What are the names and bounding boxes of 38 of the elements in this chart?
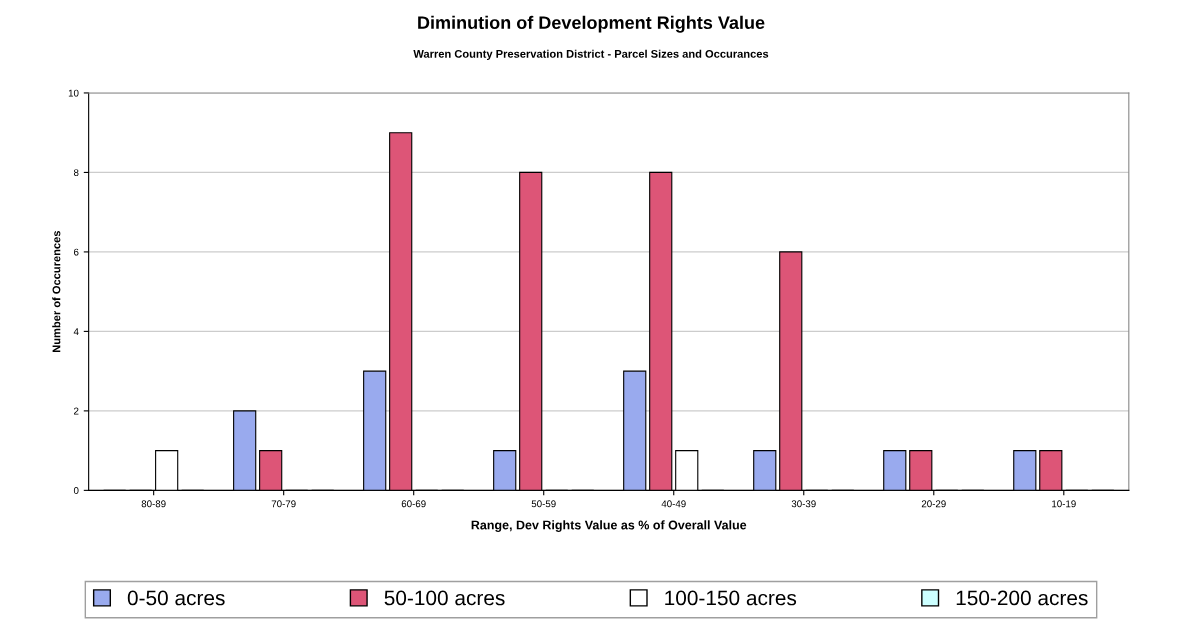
x-tick-label: 70-79 xyxy=(271,500,296,508)
y-tick-label: 4 xyxy=(73,328,79,335)
legend-label: 100-150 acres xyxy=(665,590,797,606)
x-tick-label: 80-89 xyxy=(141,500,166,508)
y-tick-label: 2 xyxy=(74,407,79,415)
y-tick-label: 8 xyxy=(73,169,79,177)
x-tick-label: 30-39 xyxy=(791,500,816,508)
bar xyxy=(779,251,803,491)
bar xyxy=(259,450,283,491)
bar xyxy=(389,132,413,491)
y-tick-label: 0 xyxy=(73,487,79,494)
legend-label: 0-50 acres xyxy=(127,590,225,606)
legend-label: 50-100 acres xyxy=(384,590,505,606)
bar xyxy=(649,171,673,491)
y-tick-label: 10 xyxy=(68,89,79,97)
bar xyxy=(675,450,699,491)
bar xyxy=(909,450,933,491)
y-tick-label: 6 xyxy=(74,248,79,256)
x-axis-title: Range, Dev Rights Value as % of Overall Value xyxy=(471,520,747,532)
x-tick-label: 40-49 xyxy=(661,500,686,508)
bar xyxy=(753,450,777,491)
x-tick-label: 60-69 xyxy=(401,500,426,508)
bar xyxy=(519,171,543,491)
bar xyxy=(155,450,179,491)
bar xyxy=(1039,450,1063,491)
bar xyxy=(1013,450,1037,491)
bar xyxy=(363,370,387,491)
bar xyxy=(233,410,257,491)
legend-label: 150-200 acres xyxy=(956,590,1088,606)
bar xyxy=(883,450,907,491)
bar xyxy=(623,370,647,491)
bar xyxy=(493,450,517,491)
x-tick-label: 10-19 xyxy=(1052,500,1076,508)
x-tick-label: 50-59 xyxy=(531,500,556,508)
chart-subtitle: Warren County Preservation District - Parcel Sizes and Occurances xyxy=(413,49,769,60)
chart-title: Diminution of Development Rights Value xyxy=(418,15,765,33)
x-tick-label: 20-29 xyxy=(921,500,946,508)
y-axis-title: Number of Occurences xyxy=(52,230,61,353)
